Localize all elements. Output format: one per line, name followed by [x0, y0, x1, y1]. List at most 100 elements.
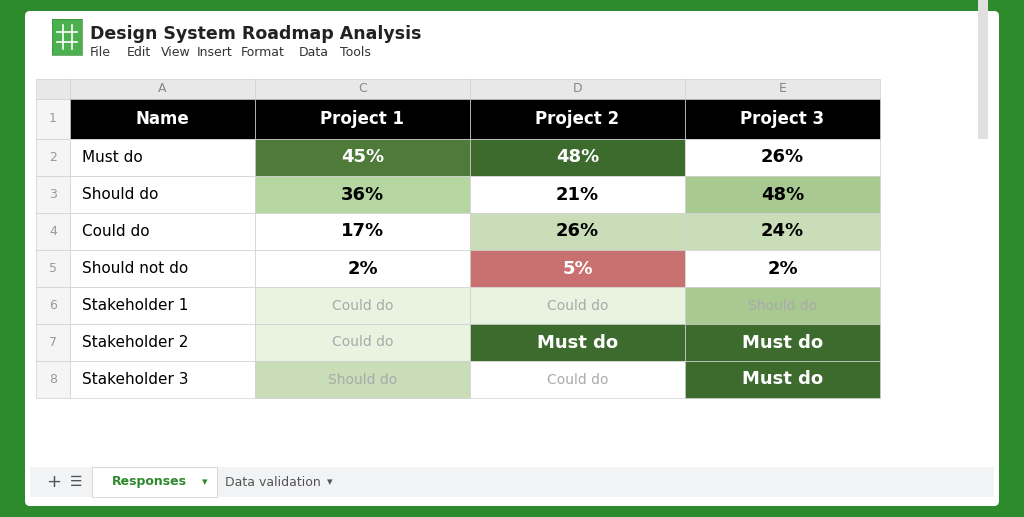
Bar — [36, 139, 70, 176]
Bar — [70, 79, 255, 99]
Bar — [36, 79, 70, 99]
Text: Data: Data — [299, 45, 329, 58]
Bar — [30, 467, 994, 497]
Bar — [70, 176, 255, 213]
Bar — [255, 250, 470, 287]
Text: 26%: 26% — [556, 222, 599, 240]
Text: ▾: ▾ — [202, 477, 208, 487]
Text: ☰: ☰ — [70, 475, 82, 489]
Text: 5: 5 — [49, 262, 57, 275]
Bar — [685, 79, 880, 99]
Text: C: C — [358, 83, 367, 96]
Text: Stakeholder 2: Stakeholder 2 — [82, 335, 188, 350]
Bar — [470, 250, 685, 287]
Text: Could do: Could do — [332, 298, 393, 312]
Text: Insert: Insert — [197, 45, 232, 58]
Text: A: A — [159, 83, 167, 96]
Text: 8: 8 — [49, 373, 57, 386]
Bar — [36, 361, 70, 398]
Text: 21%: 21% — [556, 186, 599, 204]
Bar — [685, 250, 880, 287]
Text: Must do: Must do — [82, 150, 142, 165]
Text: Could do: Could do — [547, 373, 608, 387]
Text: Tools: Tools — [340, 45, 371, 58]
Text: Project 3: Project 3 — [740, 110, 824, 128]
Bar — [70, 361, 255, 398]
Text: File: File — [90, 45, 111, 58]
Bar — [255, 287, 470, 324]
Text: Could do: Could do — [547, 298, 608, 312]
Bar — [255, 324, 470, 361]
Text: +: + — [46, 473, 61, 491]
Bar — [70, 287, 255, 324]
Bar — [52, 19, 82, 55]
Text: ▾: ▾ — [327, 477, 333, 487]
Text: Format: Format — [241, 45, 285, 58]
Bar — [70, 213, 255, 250]
Bar — [685, 361, 880, 398]
Text: 45%: 45% — [341, 148, 384, 166]
Text: Stakeholder 1: Stakeholder 1 — [82, 298, 188, 313]
Text: Should do: Should do — [748, 298, 817, 312]
Bar — [36, 99, 70, 139]
Text: 5%: 5% — [562, 260, 593, 278]
Bar — [52, 19, 82, 55]
Bar — [36, 324, 70, 361]
Text: 7: 7 — [49, 336, 57, 349]
Bar — [470, 324, 685, 361]
Bar — [685, 213, 880, 250]
FancyBboxPatch shape — [25, 11, 999, 506]
Bar — [36, 250, 70, 287]
Bar — [470, 79, 685, 99]
Text: 2: 2 — [49, 151, 57, 164]
Text: E: E — [778, 83, 786, 96]
Bar — [255, 99, 470, 139]
Text: 2%: 2% — [347, 260, 378, 278]
Bar — [36, 287, 70, 324]
Bar — [978, 0, 988, 139]
Text: 3: 3 — [49, 188, 57, 201]
Text: 48%: 48% — [761, 186, 804, 204]
Text: Must do: Must do — [742, 371, 823, 388]
Bar — [685, 176, 880, 213]
Text: Could do: Could do — [82, 224, 150, 239]
Bar — [685, 287, 880, 324]
Bar — [470, 213, 685, 250]
Text: Project 1: Project 1 — [321, 110, 404, 128]
Text: Data validation: Data validation — [225, 476, 321, 489]
Bar — [255, 139, 470, 176]
Text: 24%: 24% — [761, 222, 804, 240]
Text: Should do: Should do — [82, 187, 159, 202]
Bar — [255, 79, 470, 99]
Text: D: D — [572, 83, 583, 96]
Bar — [36, 213, 70, 250]
Bar — [470, 139, 685, 176]
Text: 4: 4 — [49, 225, 57, 238]
Bar — [70, 250, 255, 287]
Bar — [470, 287, 685, 324]
Bar — [255, 176, 470, 213]
Text: Edit: Edit — [127, 45, 152, 58]
Bar — [36, 176, 70, 213]
Bar — [255, 213, 470, 250]
Text: Should not do: Should not do — [82, 261, 188, 276]
Text: 6: 6 — [49, 299, 57, 312]
Text: 36%: 36% — [341, 186, 384, 204]
Bar — [470, 176, 685, 213]
Bar — [685, 324, 880, 361]
Text: 1: 1 — [49, 113, 57, 126]
Bar — [470, 361, 685, 398]
Text: Design System Roadmap Analysis: Design System Roadmap Analysis — [90, 25, 422, 43]
Text: Could do: Could do — [332, 336, 393, 349]
Text: Stakeholder 3: Stakeholder 3 — [82, 372, 188, 387]
Text: 48%: 48% — [556, 148, 599, 166]
Bar — [70, 139, 255, 176]
Text: 17%: 17% — [341, 222, 384, 240]
Text: Name: Name — [135, 110, 189, 128]
Text: 26%: 26% — [761, 148, 804, 166]
Text: 2%: 2% — [767, 260, 798, 278]
Bar — [70, 99, 255, 139]
Text: Project 2: Project 2 — [536, 110, 620, 128]
Bar — [255, 361, 470, 398]
Bar — [70, 324, 255, 361]
